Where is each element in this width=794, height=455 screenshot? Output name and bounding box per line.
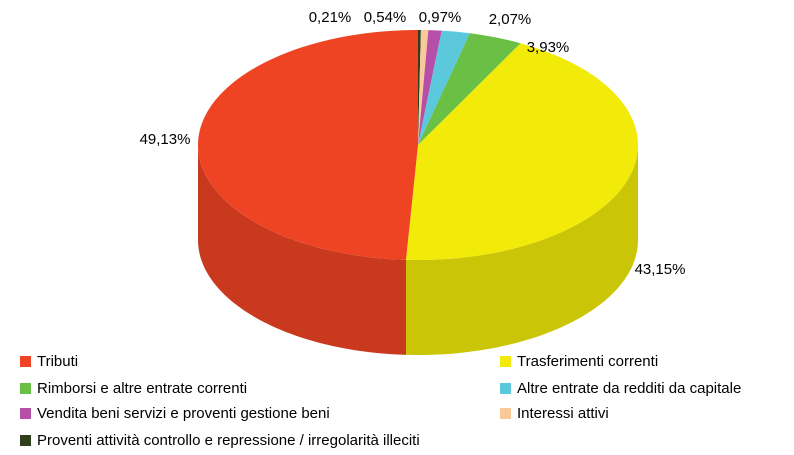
legend-label: Interessi attivi bbox=[517, 405, 609, 422]
value-label: 0,21% bbox=[309, 9, 352, 26]
slice bbox=[418, 30, 442, 146]
legend-swatch bbox=[500, 356, 511, 367]
slice bbox=[418, 30, 429, 145]
legend-label: Altre entrate da redditi da capitale bbox=[517, 380, 741, 397]
value-label: 43,15% bbox=[635, 261, 686, 278]
legend-label: Rimborsi e altre entrate correnti bbox=[37, 380, 247, 397]
legend-label: Trasferimenti correnti bbox=[517, 353, 658, 370]
legend-label: Proventi attività controllo e repression… bbox=[37, 432, 420, 449]
legend-swatch bbox=[500, 408, 511, 419]
slice-side bbox=[198, 145, 406, 355]
value-label: 49,13% bbox=[140, 131, 191, 148]
legend-swatch bbox=[20, 435, 31, 446]
value-label: 2,07% bbox=[489, 11, 532, 28]
legend-swatch bbox=[20, 383, 31, 394]
slice bbox=[418, 30, 470, 145]
value-label: 0,54% bbox=[364, 9, 407, 26]
legend-label: Vendita beni servizi e proventi gestione… bbox=[37, 405, 330, 422]
slice bbox=[198, 30, 418, 260]
slice bbox=[418, 33, 521, 145]
legend-swatch bbox=[500, 383, 511, 394]
value-label: 3,93% bbox=[527, 39, 570, 56]
slice-side bbox=[405, 145, 638, 355]
legend-swatch bbox=[20, 408, 31, 419]
legend-swatch bbox=[20, 356, 31, 367]
slice bbox=[418, 30, 421, 145]
slice bbox=[405, 43, 638, 260]
legend-label: Tributi bbox=[37, 353, 78, 370]
value-label: 0,97% bbox=[419, 9, 462, 26]
